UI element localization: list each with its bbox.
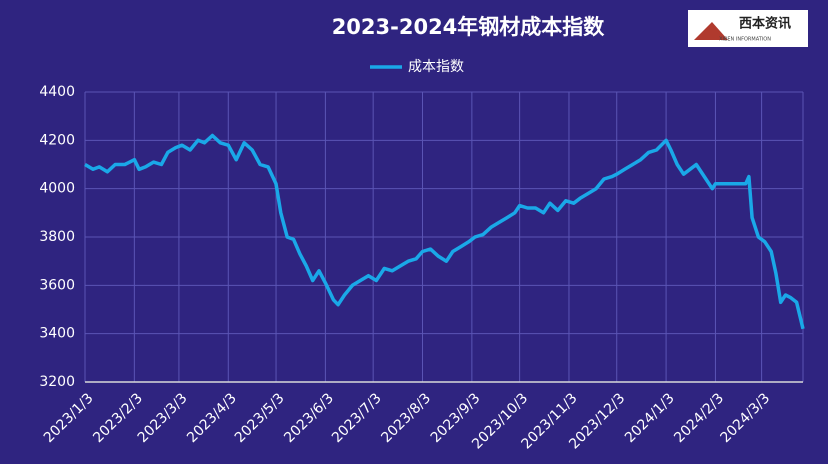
- y-tick-label: 3800: [39, 229, 75, 245]
- logo-title: 西本资讯: [739, 16, 791, 32]
- logo-icon: [694, 22, 728, 40]
- y-tick-label: 3400: [39, 326, 75, 342]
- legend-label: 成本指数: [408, 59, 464, 75]
- chart-title: 2023-2024年钢材成本指数: [332, 15, 606, 39]
- data-line: [84, 133, 805, 330]
- y-tick-label: 4000: [39, 181, 75, 197]
- logo-subtitle: XIBEN INFORMATION: [719, 37, 771, 43]
- y-tick-label: 3200: [39, 374, 75, 390]
- logo: 西本资讯 XIBEN INFORMATION: [688, 10, 808, 47]
- y-tick-label: 4200: [39, 132, 75, 148]
- y-tick-label: 3600: [39, 277, 75, 293]
- y-tick-label: 4400: [39, 84, 75, 100]
